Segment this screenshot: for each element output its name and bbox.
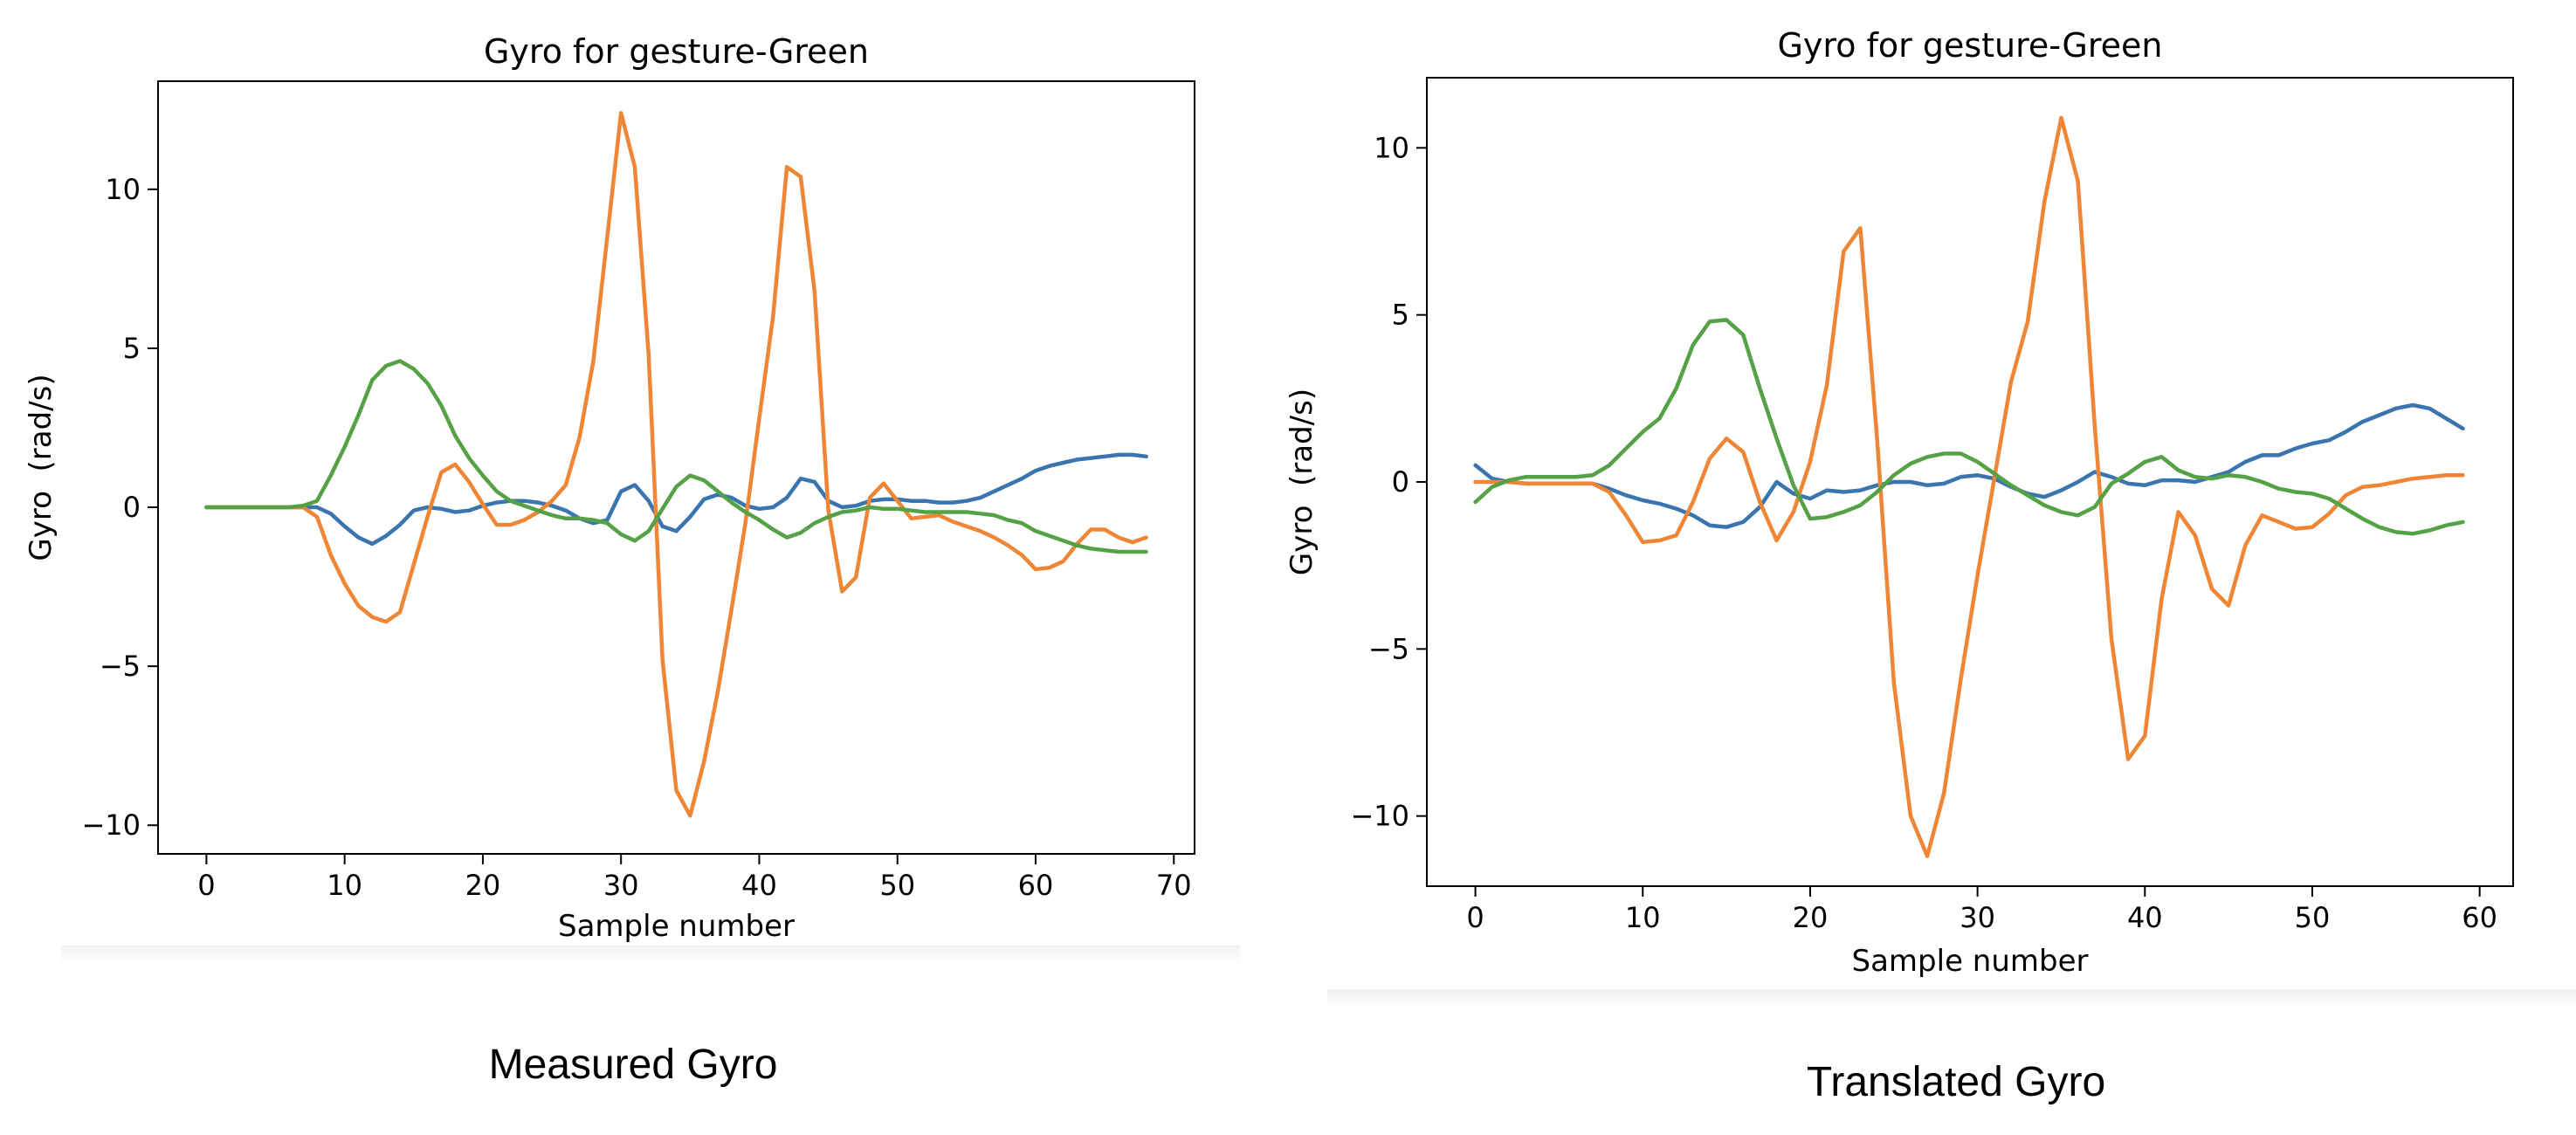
chart-panel-measured: 0 10 20 30 40 50 60 70 −10 −5 0 5 10 Gyro for gesture… [24,32,1195,944]
orange-series-line [204,111,1148,818]
y-axis-label: Gyro (rad/s) [24,374,59,561]
y-tick-label: 0 [1392,465,1409,499]
blue-series-line [1473,402,2465,529]
x-tick-label: 60 [1018,869,1054,902]
y-tick-label: 10 [1374,131,1409,164]
x-tick-label: 60 [2462,901,2497,934]
blue-series-line [204,452,1148,547]
image-shadow-right [1327,989,2576,1008]
plot-frame [157,80,1195,855]
image-shadow-left [61,946,1240,965]
x-tick-label: 30 [603,869,639,902]
y-tick-label: −10 [81,808,141,842]
x-tick-label: 50 [879,869,915,902]
x-tick-label: 0 [1466,901,1484,934]
y-axis-label: Gyro (rad/s) [1285,389,1319,575]
x-tick-label: 20 [465,869,501,902]
caption-measured-gyro: Measured Gyro [488,1042,778,1088]
x-tick-label: 10 [1625,901,1661,934]
y-tick-label: 5 [1392,299,1409,332]
y-tick-label: −5 [100,650,141,683]
x-tick-label: 40 [741,869,777,902]
x-tick-label: 50 [2295,901,2331,934]
x-tick-label: 20 [1793,901,1829,934]
y-tick-label: 5 [123,332,141,365]
x-tick-label: 10 [327,869,362,902]
chart-title: Gyro for gesture-Green [484,32,869,71]
green-series-line [1473,318,2465,536]
x-tick-label: 40 [2127,901,2163,934]
green-series-line [204,359,1148,554]
x-tick-label: 70 [1156,869,1192,902]
x-axis-label: Sample number [1852,944,2089,979]
y-tick-label: −10 [1350,800,1409,833]
caption-translated-gyro: Translated Gyro [1806,1059,2106,1105]
y-tick-label: 0 [123,491,141,524]
x-tick-label: 30 [1960,901,1995,934]
chart-panel-translated: 0 10 20 30 40 50 60 −10 −5 0 5 10 Gyro for gesture-G… [1285,26,2514,979]
x-tick-label: 0 [197,869,215,902]
y-tick-label: −5 [1368,632,1409,665]
y-tick-label: 10 [105,173,141,206]
chart-title: Gyro for gesture-Green [1777,26,2162,65]
x-axis-label: Sample number [558,909,795,944]
orange-series-line [1473,115,2465,858]
